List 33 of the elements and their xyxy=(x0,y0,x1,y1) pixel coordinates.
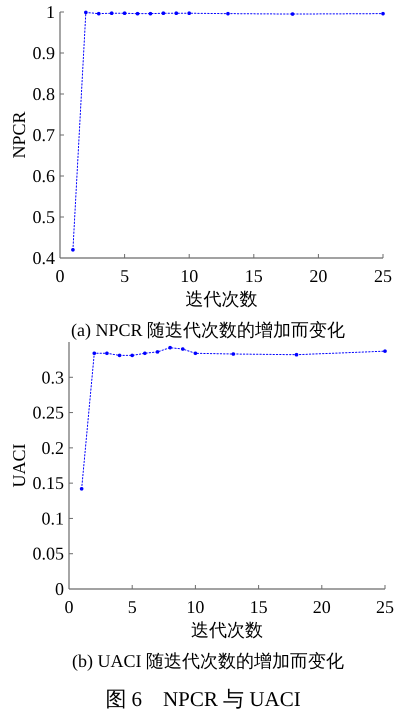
x-tick-label: 10 xyxy=(180,266,198,286)
x-tick-label: 5 xyxy=(120,266,130,286)
x-axis-title: 迭代次数 xyxy=(186,289,258,309)
y-tick-label: 0.4 xyxy=(32,248,55,268)
y-tick-label: 0.05 xyxy=(32,544,64,564)
y-tick-label: 1 xyxy=(46,2,55,22)
x-tick-label: 10 xyxy=(186,597,204,617)
y-tick-label: 0.2 xyxy=(42,438,64,458)
y-tick-label: 0.1 xyxy=(42,508,64,528)
y-tick-label: 0.8 xyxy=(32,84,55,104)
y-tick-label: 0.7 xyxy=(32,125,55,145)
x-tick-label: 5 xyxy=(128,597,137,617)
y-tick-label: 0.3 xyxy=(42,367,64,388)
figure-caption: 图 6 NPCR 与 UACI xyxy=(105,687,301,711)
x-axis-title: 迭代次数 xyxy=(191,620,263,640)
y-tick-label: 0.5 xyxy=(32,207,55,227)
caption: (b) UACI 随迭代次数的增加而变化 xyxy=(72,651,344,671)
y-tick-label: 0.6 xyxy=(32,166,55,186)
y-tick-label: 0.25 xyxy=(32,402,64,423)
x-tick-label: 25 xyxy=(374,266,392,286)
x-tick-label: 0 xyxy=(56,266,64,286)
x-tick-label: 0 xyxy=(64,597,74,617)
caption: (a) NPCR 随迭代次数的增加而变化 xyxy=(71,320,345,340)
x-tick-label: 20 xyxy=(309,266,328,286)
y-tick-label: 0 xyxy=(55,579,64,599)
y-axis-title: NPCR xyxy=(9,111,29,159)
x-tick-label: 15 xyxy=(250,597,268,617)
y-tick-label: 0.15 xyxy=(32,473,64,494)
x-tick-label: 25 xyxy=(376,597,394,617)
x-tick-label: 15 xyxy=(244,266,263,286)
y-axis-title: UACI xyxy=(9,444,29,488)
y-tick-label: 0.9 xyxy=(32,43,55,63)
x-tick-label: 20 xyxy=(312,597,331,617)
